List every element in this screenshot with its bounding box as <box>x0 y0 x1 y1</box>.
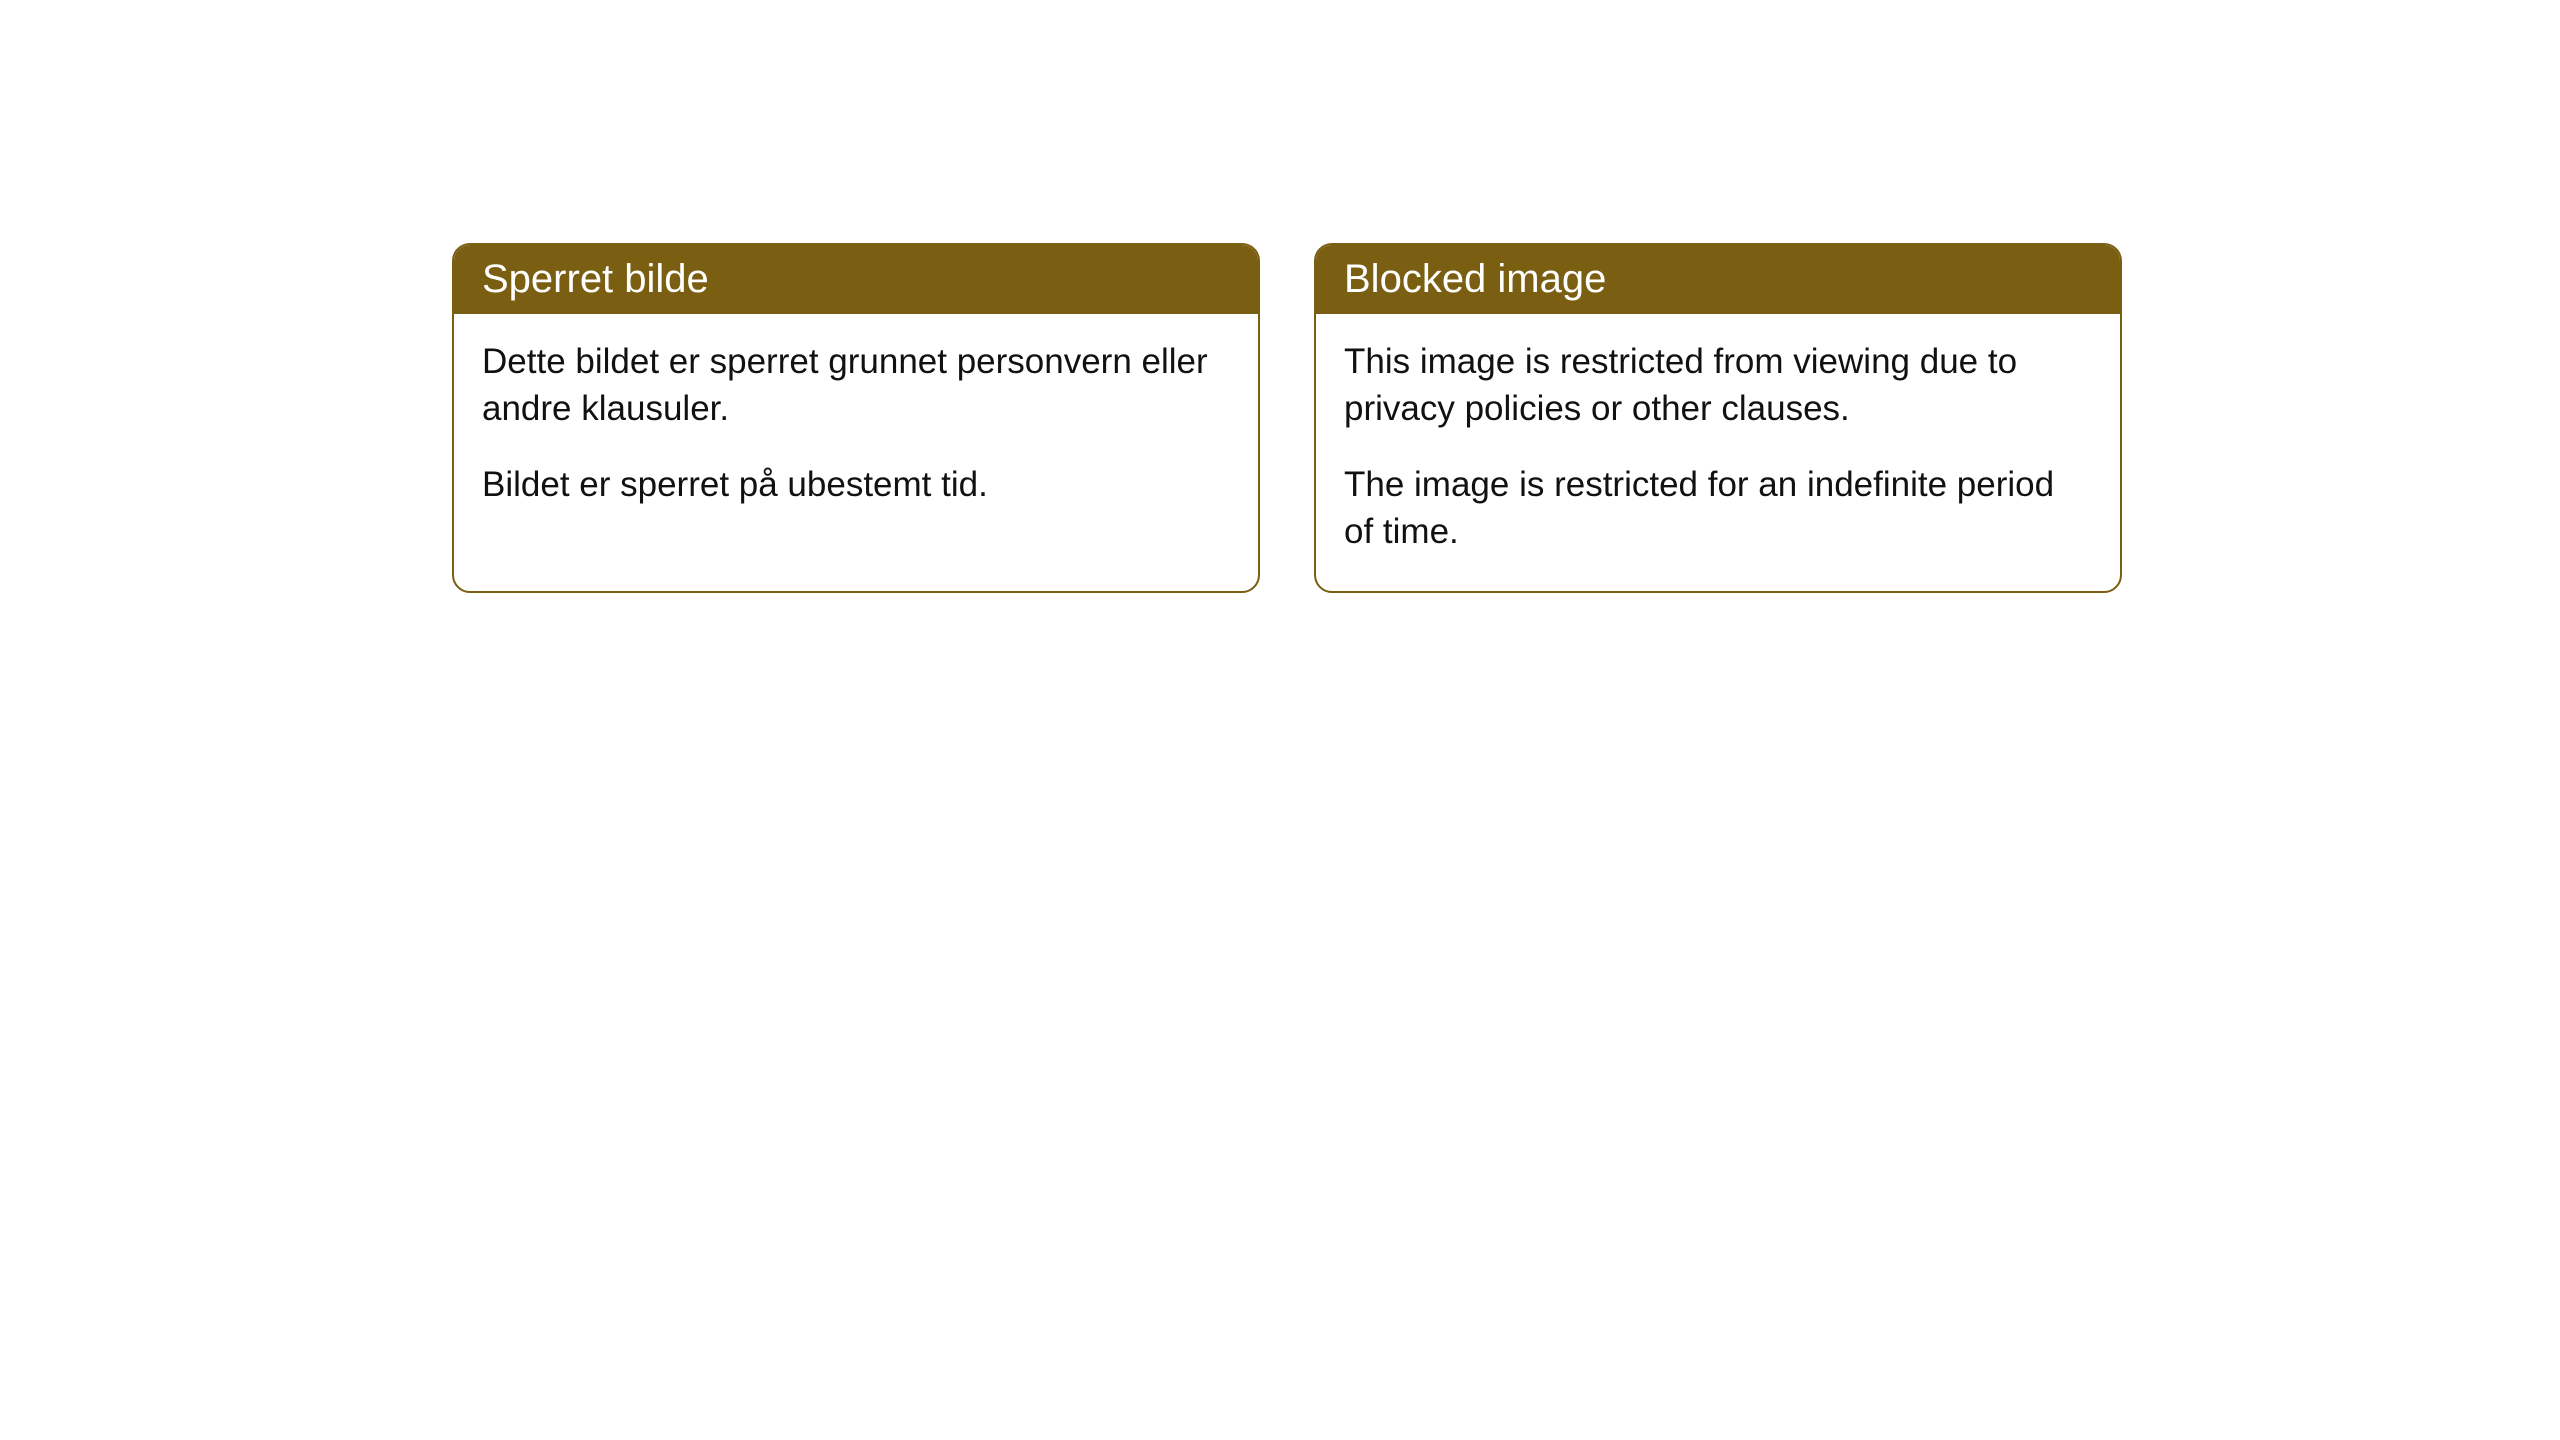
card-paragraph: Dette bildet er sperret grunnet personve… <box>482 338 1230 433</box>
card-paragraph: Bildet er sperret på ubestemt tid. <box>482 461 1230 508</box>
card-body: Dette bildet er sperret grunnet personve… <box>454 314 1258 544</box>
card-header: Sperret bilde <box>454 245 1258 314</box>
card-paragraph: This image is restricted from viewing du… <box>1344 338 2092 433</box>
card-title: Sperret bilde <box>482 257 709 301</box>
card-header: Blocked image <box>1316 245 2120 314</box>
card-paragraph: The image is restricted for an indefinit… <box>1344 461 2092 556</box>
notice-container: Sperret bilde Dette bildet er sperret gr… <box>452 243 2122 593</box>
card-title: Blocked image <box>1344 257 1606 301</box>
notice-card-norwegian: Sperret bilde Dette bildet er sperret gr… <box>452 243 1260 593</box>
notice-card-english: Blocked image This image is restricted f… <box>1314 243 2122 593</box>
card-body: This image is restricted from viewing du… <box>1316 314 2120 591</box>
